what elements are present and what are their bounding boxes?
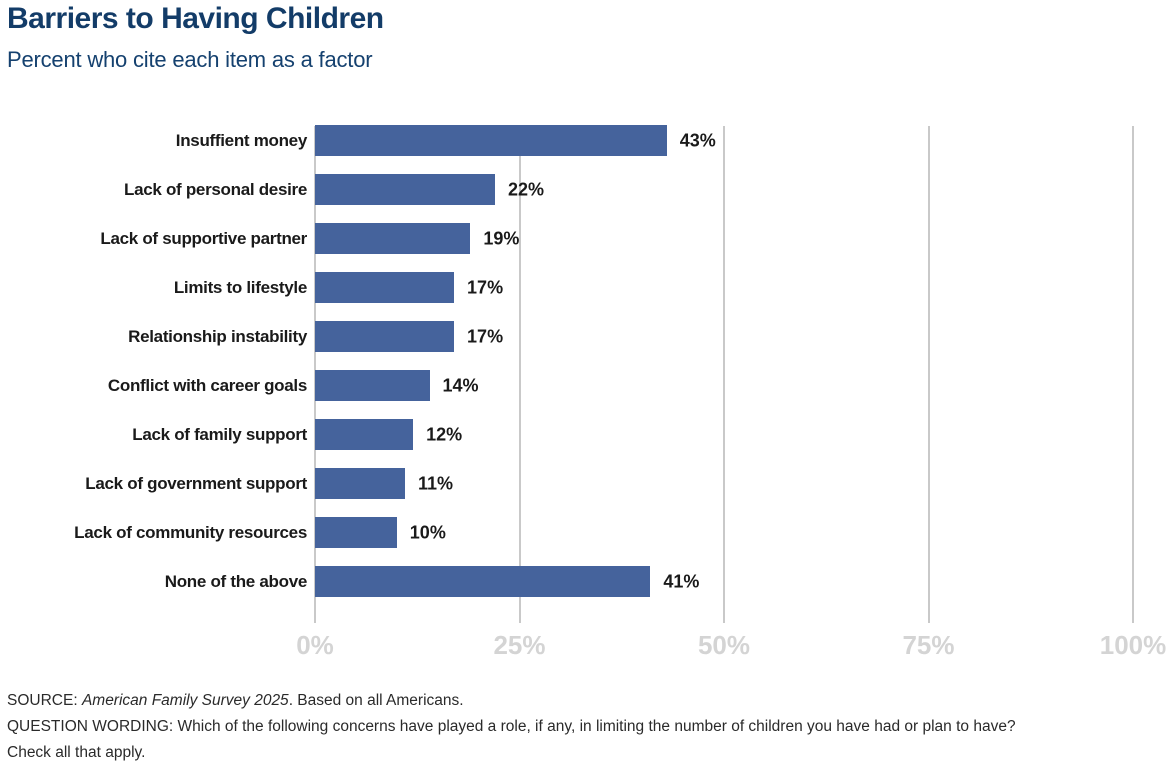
bar-value: 11% bbox=[417, 473, 454, 493]
footer-question-line2: Check all that apply. bbox=[7, 744, 146, 761]
gridline-100% bbox=[1132, 126, 1134, 605]
footer-source-line: SOURCE: American Family Survey 2025. Bas… bbox=[7, 688, 1162, 714]
axis-tick-label: 0% bbox=[296, 630, 334, 660]
bar-label: Relationship instability bbox=[128, 326, 307, 346]
gridline-75% bbox=[927, 126, 930, 605]
bar bbox=[315, 125, 667, 156]
bar-value: 10% bbox=[409, 522, 446, 542]
axis-tick-100% bbox=[1132, 605, 1134, 623]
footer-question-line: QUESTION WORDING: Which of the following… bbox=[7, 718, 1016, 735]
footer-source-prefix: SOURCE: bbox=[7, 692, 82, 709]
bar bbox=[315, 174, 495, 205]
bar-value: 17% bbox=[467, 277, 504, 297]
bar-value: 14% bbox=[442, 375, 479, 395]
axis-tick-0% bbox=[314, 605, 316, 623]
axis-tick-label: 75% bbox=[902, 630, 955, 660]
bar bbox=[315, 468, 405, 499]
bar bbox=[315, 419, 414, 450]
bar-label: Limits to lifestyle bbox=[173, 277, 307, 297]
bar bbox=[315, 566, 651, 597]
footer-source-title: American Family Survey 2025 bbox=[81, 692, 289, 709]
bar-label: Lack of supportive partner bbox=[100, 228, 307, 248]
chart-title: Barriers to Having Children bbox=[7, 2, 384, 35]
chart-subtitle: Percent who cite each item as a factor bbox=[7, 47, 373, 72]
bar bbox=[315, 321, 455, 352]
bar-label: None of the above bbox=[164, 571, 308, 591]
axis-tick-label: 50% bbox=[697, 630, 751, 660]
footer-source-suffix: . Based on all Americans. bbox=[288, 692, 464, 709]
bar-value: 41% bbox=[663, 571, 700, 591]
bar-value: 22% bbox=[507, 179, 544, 199]
bar-value: 17% bbox=[467, 326, 504, 346]
axis-tick-label: 100% bbox=[1099, 630, 1167, 660]
gridline-25% bbox=[518, 126, 521, 605]
gridline-50% bbox=[723, 126, 725, 605]
bar-value: 12% bbox=[426, 424, 463, 444]
bar-value: 43% bbox=[679, 130, 716, 150]
bar-label: Lack of family support bbox=[132, 424, 307, 444]
axis-tick-25% bbox=[518, 605, 521, 623]
gridline-0% bbox=[314, 126, 316, 605]
bar-label: Conflict with career goals bbox=[107, 375, 307, 395]
bar-value: 19% bbox=[483, 228, 520, 248]
axis-tick-label: 25% bbox=[493, 630, 546, 660]
bar bbox=[315, 370, 430, 401]
bar-label: Lack of personal desire bbox=[123, 179, 307, 199]
bar bbox=[315, 223, 471, 254]
axis-tick-50% bbox=[723, 605, 725, 623]
bar bbox=[315, 517, 397, 548]
bar-label: Insuffient money bbox=[175, 130, 308, 150]
chart-footer: SOURCE: American Family Survey 2025. Bas… bbox=[7, 688, 1162, 766]
bar-label: Lack of community resources bbox=[74, 522, 307, 542]
plot-area: 0% 25% 50% 75% 100% Insuffient money 43% Lack o… bbox=[74, 125, 1167, 660]
bar bbox=[315, 272, 455, 303]
axis-tick-75% bbox=[927, 605, 930, 623]
bar-label: Lack of government support bbox=[85, 473, 307, 493]
